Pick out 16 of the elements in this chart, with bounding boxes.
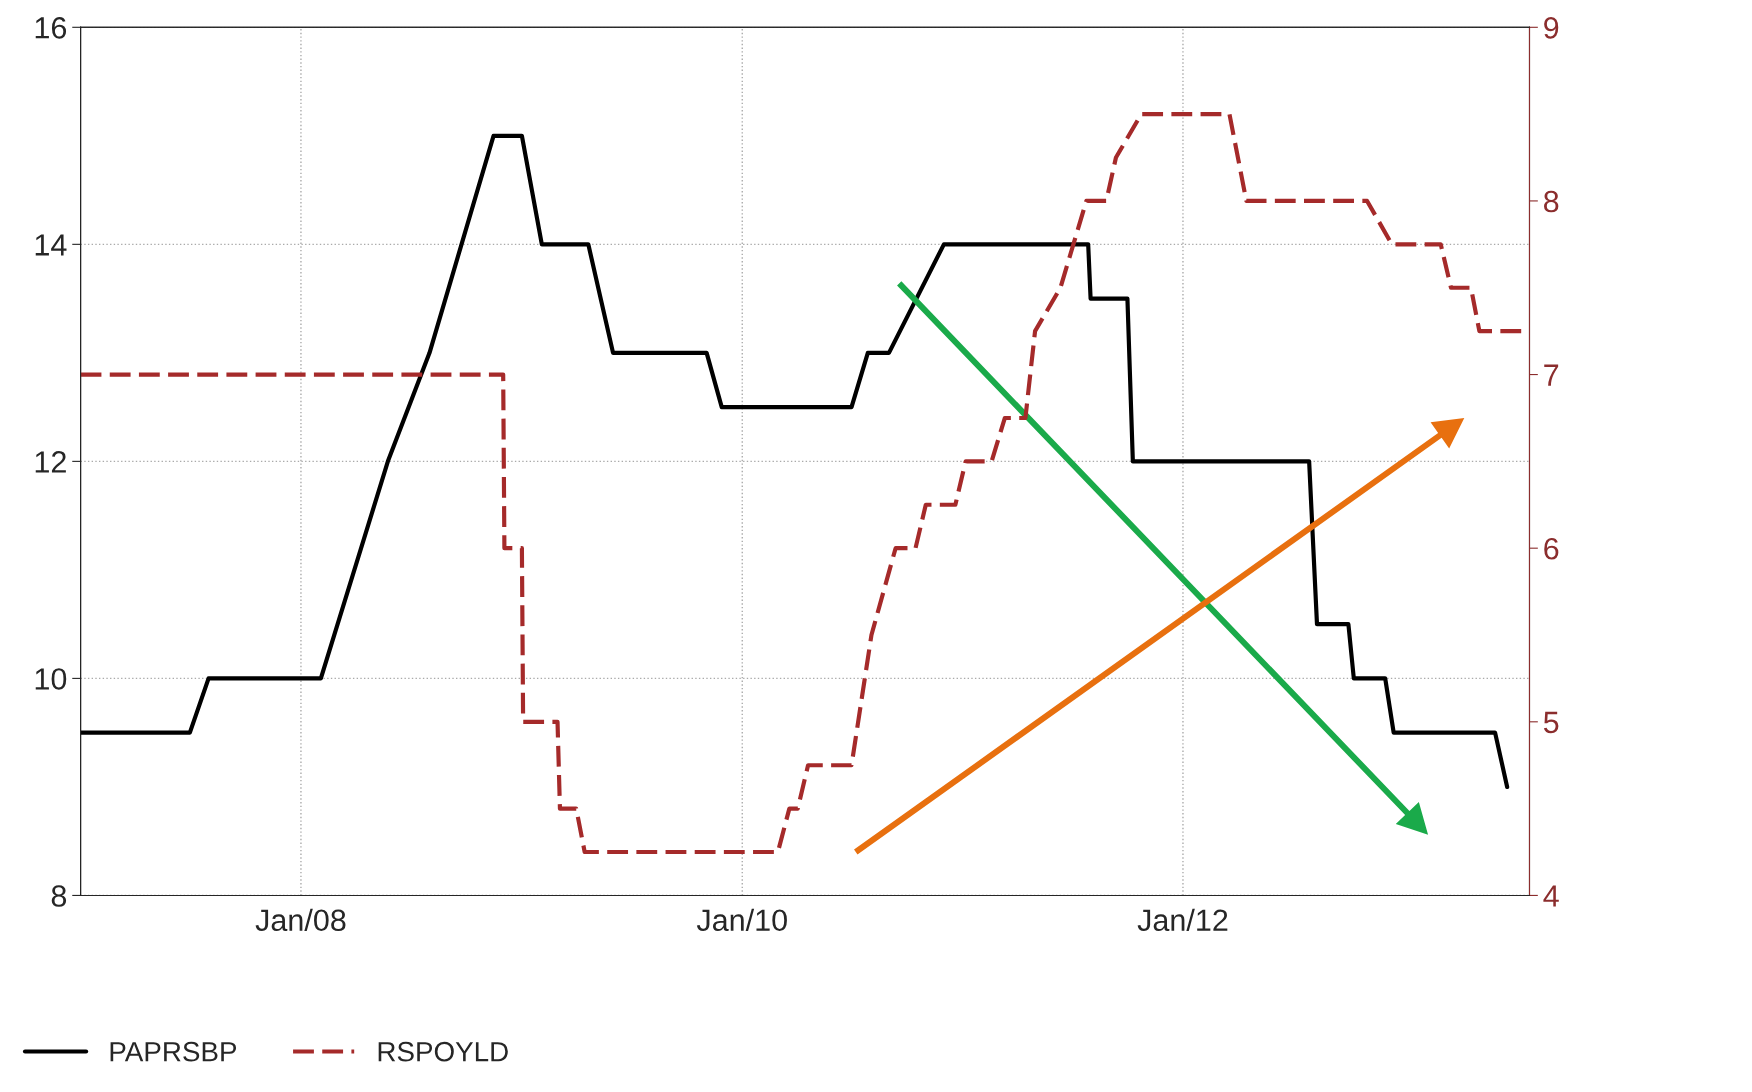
y2-tick-label: 4 <box>1543 885 1559 907</box>
y-tick-label: 14 <box>35 234 67 256</box>
legend-label: PAPRSBP <box>110 1041 237 1062</box>
y-tick-label: 16 <box>35 17 67 39</box>
y2-tick-label: 7 <box>1544 364 1559 386</box>
y-tick-label: 12 <box>35 451 66 473</box>
y2-tick-label: 8 <box>1544 190 1559 213</box>
x-tick-label: Jan/12 <box>1137 908 1228 932</box>
x-tick-label: Jan/10 <box>696 908 787 932</box>
y-tick-label: 10 <box>35 668 67 690</box>
y-tick-label: 8 <box>51 885 67 907</box>
legend-label: RSPOYLD <box>378 1041 508 1062</box>
y2-tick-label: 9 <box>1544 17 1559 39</box>
y2-tick-label: 6 <box>1544 537 1559 560</box>
y2-tick-label: 5 <box>1543 711 1559 734</box>
x-tick-label: Jan/08 <box>255 908 346 932</box>
